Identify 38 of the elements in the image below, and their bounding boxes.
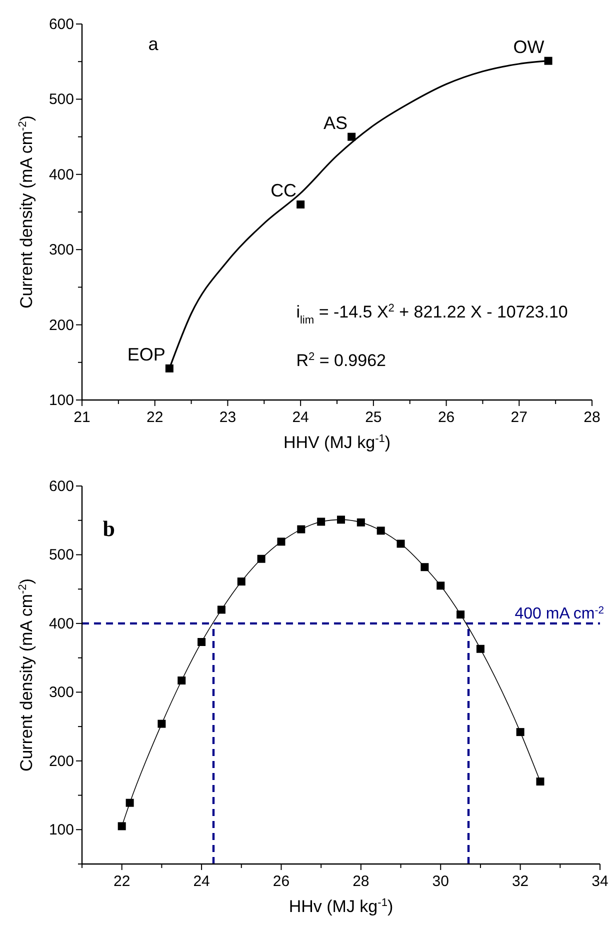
x-tick-label: 23 [219, 409, 236, 426]
text: b [102, 516, 115, 541]
y-tick-label: 200 [48, 316, 74, 334]
y-tick-label: 500 [48, 546, 74, 564]
x-axis-title: HHv (MJ kg$^{-1}$) [288, 897, 394, 916]
annotation: AS [324, 112, 348, 133]
text: a [148, 34, 160, 54]
y-tick-label: 200 [48, 752, 74, 770]
annotation: OW [513, 36, 544, 57]
annotation: R$^{2}$ = 0.9962 [296, 351, 386, 370]
y-tick-label: 100 [48, 392, 74, 409]
x-tick-label: 25 [365, 409, 382, 426]
x-tick-label: 27 [510, 409, 528, 426]
x-tick-label: 34 [592, 873, 608, 890]
y-tick-label: 300 [48, 684, 74, 702]
x-tick-label: 30 [432, 873, 449, 890]
x-tick-label: 24 [193, 873, 210, 890]
x-tick-label: 22 [146, 409, 164, 426]
y-tick-label: 500 [48, 91, 74, 108]
x-tick-label: 26 [272, 873, 290, 890]
x-tick-label: 24 [292, 409, 309, 426]
x-axis-title: HHV (MJ kg$^{-1}$) [283, 433, 391, 452]
y-tick-label: 100 [48, 822, 74, 839]
annotation: i$_{lim}$ = -14.5 X$^{2}$ + 821.22 X - 10723.10 [296, 302, 568, 326]
x-tick-label: 26 [438, 409, 455, 426]
annotation: EOP [127, 344, 166, 364]
x-tick-label: 22 [114, 873, 130, 890]
x-tick-label: 28 [584, 409, 600, 426]
y-tick-label: 400 [48, 615, 74, 632]
y-tick-label: 400 [48, 166, 74, 184]
x-tick-label: 21 [74, 409, 90, 426]
x-tick-label: 28 [352, 873, 370, 890]
x-tick-label: 32 [512, 873, 529, 890]
annotation: CC [270, 180, 297, 200]
y-tick-label: 600 [48, 16, 74, 33]
ref-line-label: 400 mA cm$^{-2}$ [514, 604, 604, 622]
y-tick-label: 300 [48, 242, 74, 259]
y-tick-label: 600 [48, 478, 74, 495]
